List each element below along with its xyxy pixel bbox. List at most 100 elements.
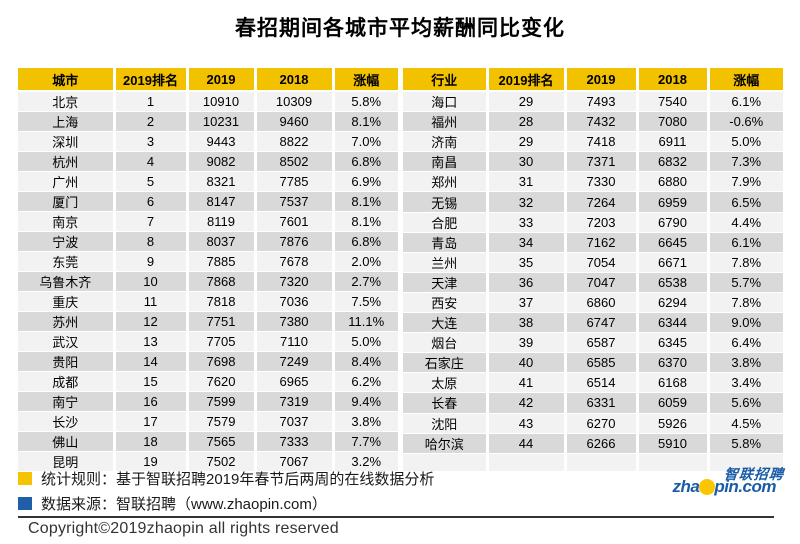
table-cell: 3.4% (706, 372, 783, 393)
yellow-square-icon (18, 472, 32, 485)
column-header: 2019排名 (112, 68, 187, 91)
table-cell: 5926 (635, 413, 708, 434)
table-cell: 武汉 (52, 335, 79, 350)
table-cell: 7 (112, 211, 187, 232)
table-cell: 33 (485, 212, 565, 233)
table-cell: 30 (485, 151, 565, 172)
table-row: 乌鲁木齐 10 7868 7320 2.7% (18, 271, 398, 292)
header-row: 行业 2019排名 2019 2018 涨幅 (403, 68, 783, 91)
column-header: 2018 (253, 68, 333, 91)
right-salary-table: 行业 2019排名 2019 2018 涨幅 海口 29 7493 7540 6.1% 福州 28 7… (403, 68, 783, 472)
table-cell: 14 (112, 351, 187, 372)
table-cell: 9.4% (331, 391, 398, 412)
table-row: 哈尔滨 44 6266 5910 5.8% (403, 433, 783, 454)
table-cell: 7.0% (331, 131, 398, 152)
table-row: 广州 5 8321 7785 6.9% (18, 171, 398, 192)
table-cell: 35 (485, 252, 565, 273)
table-cell: 6.1% (706, 232, 783, 253)
blue-square-icon (18, 497, 32, 510)
table-cell (635, 453, 708, 472)
table-row: 郑州 31 7330 6880 7.9% (403, 171, 783, 192)
table-row: 长沙 17 7579 7037 3.8% (18, 411, 398, 432)
table-cell: 天津 (431, 275, 458, 291)
table-cell: 7540 (635, 91, 708, 112)
table-cell: 5.7% (706, 272, 783, 293)
table-cell: 7678 (253, 251, 333, 272)
table-cell: 9082 (185, 151, 255, 172)
table-row: 北京 1 10910 10309 5.8% (18, 91, 398, 112)
table-cell: 大连 (431, 316, 458, 332)
table-cell: 上海 (52, 115, 79, 130)
table-row: 合肥 33 7203 6790 4.4% (403, 212, 783, 233)
table-cell: 3.8% (706, 352, 783, 373)
table-cell: 4 (112, 151, 187, 172)
header-row: 城市 2019排名 2019 2018 涨幅 (18, 68, 398, 91)
table-cell: 沈阳 (431, 416, 458, 432)
table-cell: 7751 (185, 311, 255, 332)
table-row: 重庆 11 7818 7036 7.5% (18, 291, 398, 312)
table-cell: 6.8% (331, 151, 398, 172)
data-source-note: 数据来源：智联招聘（www.zhaopin.com） (18, 491, 434, 516)
table-cell: 7599 (185, 391, 255, 412)
table-cell: 佛山 (52, 435, 79, 450)
table-cell: 8321 (185, 171, 255, 192)
table-cell: 7601 (253, 211, 333, 232)
table-cell: 7579 (185, 411, 255, 432)
table-row: 烟台 39 6587 6345 6.4% (403, 332, 783, 353)
table-cell: 6514 (563, 372, 637, 393)
right-table-body: 海口 29 7493 7540 6.1% 福州 28 7432 7080 -0.6% 济南 29 741… (403, 91, 783, 472)
table-cell: 长春 (431, 396, 458, 412)
table-cell: 5 (112, 171, 187, 192)
table-row: 贵阳 14 7698 7249 8.4% (18, 351, 398, 372)
table-cell: 7380 (253, 311, 333, 332)
table-cell: 6266 (563, 433, 637, 454)
table-cell: 9 (112, 251, 187, 272)
table-cell: 8.4% (331, 351, 398, 372)
logo-yellow-dot-icon (699, 479, 716, 495)
table-cell: 6.1% (706, 91, 783, 112)
table-row: 南昌 30 7371 6832 7.3% (403, 151, 783, 172)
logo-text-prefix: zha (672, 477, 700, 496)
table-cell: 7320 (253, 271, 333, 292)
table-cell: 2.0% (331, 251, 398, 272)
table-cell: 2 (112, 111, 187, 132)
table-row: 福州 28 7432 7080 -0.6% (403, 111, 783, 132)
table-cell: 6059 (635, 392, 708, 413)
table-row: 海口 29 7493 7540 6.1% (403, 91, 783, 112)
column-header: 涨幅 (706, 68, 783, 91)
table-cell: 7418 (563, 131, 637, 152)
table-row: 兰州 35 7054 6671 7.8% (403, 252, 783, 273)
table-row: 佛山 18 7565 7333 7.7% (18, 431, 398, 452)
table-cell: 12 (112, 311, 187, 332)
table-row: 武汉 13 7705 7110 5.0% (18, 331, 398, 352)
table-cell: 4.4% (706, 212, 783, 233)
copyright-text: Copyright©2019zhaopin all rights reserve… (28, 520, 339, 537)
table-cell: 29 (485, 91, 565, 112)
table-row: 东莞 9 7885 7678 2.0% (18, 251, 398, 272)
table-cell: 10231 (185, 111, 255, 132)
table-cell: 7203 (563, 212, 637, 233)
table-cell: 7876 (253, 231, 333, 252)
table-row: 石家庄 40 6585 6370 3.8% (403, 352, 783, 373)
table-cell: 40 (485, 352, 565, 373)
table-row: 上海 2 10231 9460 8.1% (18, 111, 398, 132)
table-cell: 6860 (563, 292, 637, 313)
table-cell: 7885 (185, 251, 255, 272)
table-cell: 4.5% (706, 413, 783, 434)
table-row: 太原 41 6514 6168 3.4% (403, 372, 783, 393)
table-cell (485, 453, 565, 472)
table-cell: 兰州 (431, 255, 458, 271)
table-cell: 烟台 (431, 336, 458, 352)
table-cell: 9443 (185, 131, 255, 152)
table-cell (706, 453, 783, 472)
table-cell: 7162 (563, 232, 637, 253)
table-cell: 南昌 (431, 155, 458, 171)
table-cell: 深圳 (52, 135, 79, 150)
table-cell: 6587 (563, 332, 637, 353)
left-table-header: 城市 2019排名 2019 2018 涨幅 (18, 68, 398, 91)
left-table-body: 北京 1 10910 10309 5.8% 上海 2 10231 9460 8.1% 深圳 3 9443… (18, 91, 398, 472)
column-header: 涨幅 (331, 68, 398, 91)
table-cell: 32 (485, 191, 565, 213)
table-cell: 6585 (563, 352, 637, 373)
table-row: 宁波 8 8037 7876 6.8% (18, 231, 398, 252)
